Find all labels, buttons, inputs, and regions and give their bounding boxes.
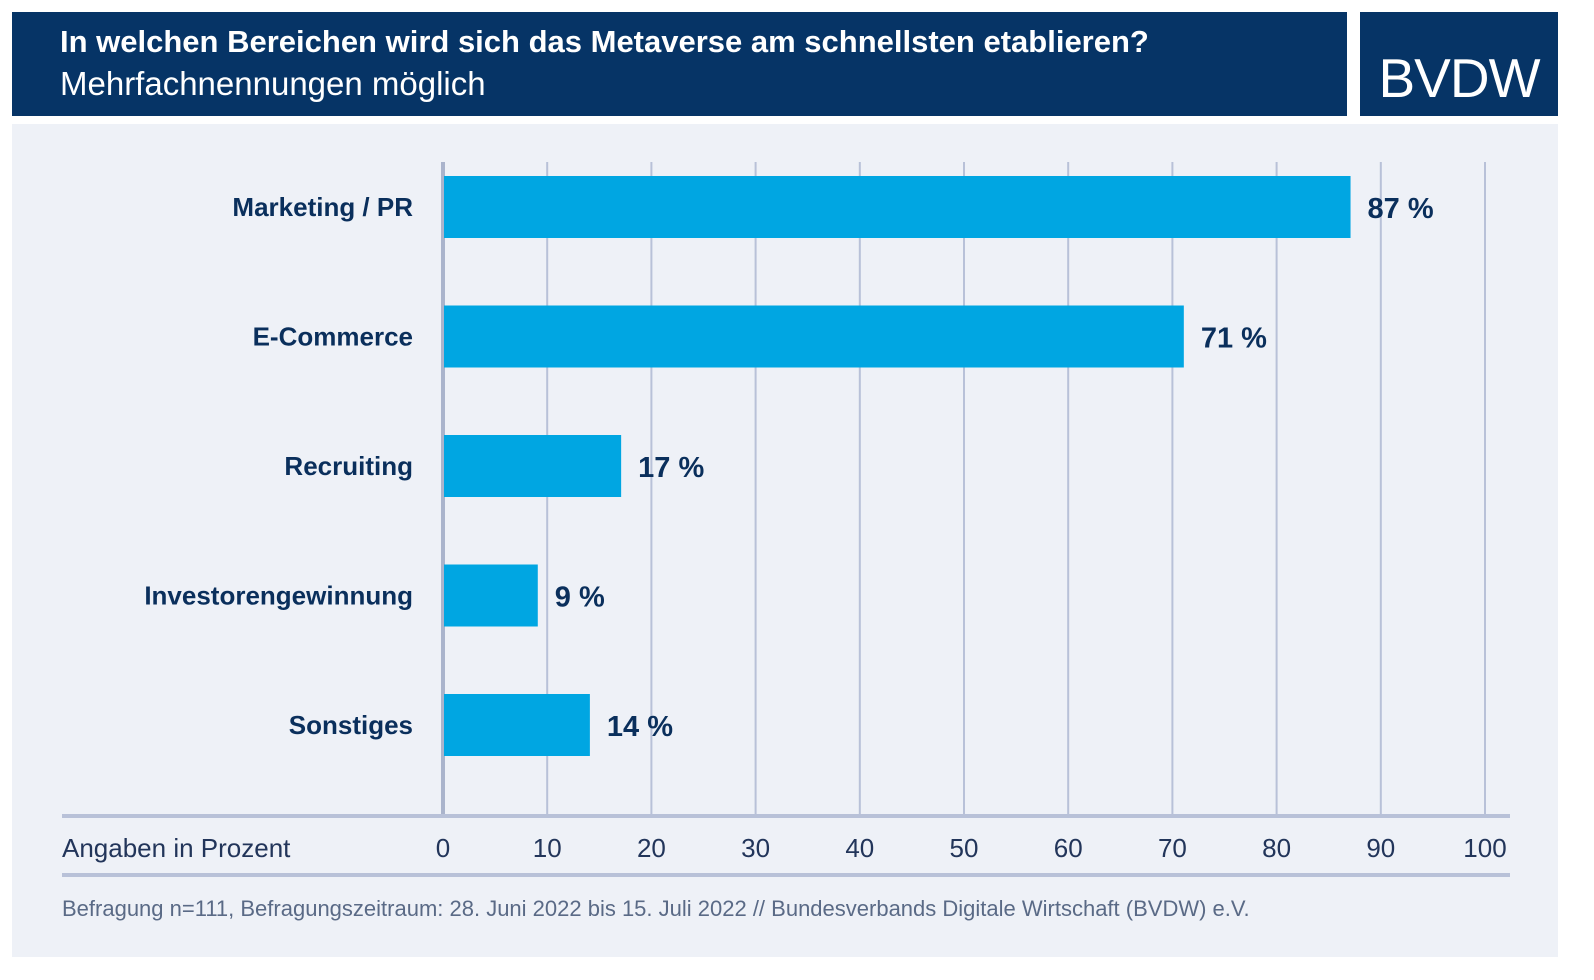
chart-title: In welchen Bereichen wird sich das Metav…: [60, 24, 1149, 59]
category-label: Investorengewinnung: [144, 581, 413, 611]
x-tick-label: 90: [1366, 833, 1395, 863]
bar: [444, 305, 1184, 368]
chart-subtitle: Mehrfachnennungen möglich: [60, 65, 486, 102]
x-tick-label: 10: [533, 833, 562, 863]
chart-header: In welchen Bereichen wird sich das Metav…: [12, 12, 1347, 116]
bar: [444, 564, 538, 627]
data-label: 87 %: [1368, 193, 1434, 225]
bvdw-logo: BVDW: [1360, 12, 1558, 116]
bar: [444, 694, 590, 756]
x-tick-label: 70: [1158, 833, 1187, 863]
x-tick-label: 0: [436, 833, 450, 863]
data-label: 14 %: [607, 711, 673, 743]
x-tick-label: 80: [1262, 833, 1291, 863]
data-label: 9 %: [555, 582, 605, 614]
labels: 0 10 20 30 40 50 60 70 80 90 100 Marketing / PR 87 %…: [144, 192, 1506, 863]
x-tick-label: 100: [1463, 833, 1506, 863]
bar-chart: 0 10 20 30 40 50 60 70 80 90 100 Marketing / PR 87 %…: [62, 162, 1510, 921]
x-axis-title: Angaben in Prozent: [62, 833, 291, 863]
logo-text: BVDW: [1378, 47, 1541, 109]
x-tick-label: 30: [741, 833, 770, 863]
chart-panel: 0 10 20 30 40 50 60 70 80 90 100 Marketing / PR 87 %…: [12, 124, 1558, 957]
bar: [444, 435, 622, 497]
category-label: Recruiting: [284, 451, 413, 481]
category-label: Marketing / PR: [232, 192, 413, 222]
category-label: E-Commerce: [253, 322, 413, 352]
data-label: 71 %: [1201, 323, 1267, 355]
bars: [444, 176, 1351, 756]
bar: [444, 176, 1351, 238]
data-label: 17 %: [638, 452, 704, 484]
grid-lines: [62, 162, 1510, 877]
x-tick-label: 20: [637, 833, 666, 863]
source-note: Befragung n=111, Befragungszeitraum: 28.…: [62, 896, 1250, 921]
x-tick-label: 50: [950, 833, 979, 863]
x-tick-label: 60: [1054, 833, 1083, 863]
category-label: Sonstiges: [289, 710, 413, 740]
x-tick-label: 40: [845, 833, 874, 863]
